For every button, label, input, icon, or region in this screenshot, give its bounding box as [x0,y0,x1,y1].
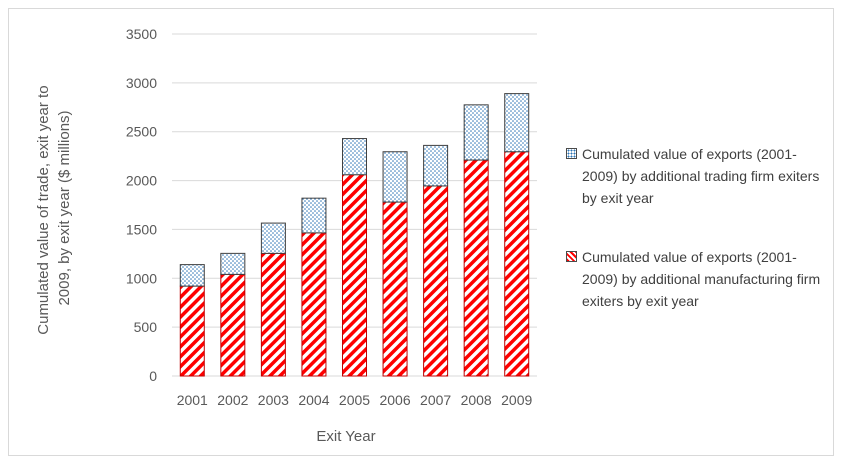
y-tick-label: 2000 [126,173,157,189]
bar-segment-manufacturing [179,285,205,377]
x-tick-label: 2001 [177,392,208,408]
bar-segment-trading [260,222,286,254]
x-axis-label: Exit Year [316,428,375,445]
bar-segment-trading [179,264,205,287]
bar-segment-trading [463,104,489,161]
bar-segment-manufacturing [463,159,489,377]
bar-segment-manufacturing [382,201,408,377]
x-tick-label: 2009 [501,392,532,408]
legend-label-trading: Cumulated value of exports (2001-2009) b… [582,146,820,206]
y-tick-label: 0 [149,368,157,384]
y-axis-label-line-2: 2009, by exit year ($ millions) [56,110,73,305]
bar-segment-trading [382,151,408,203]
bar-segment-manufacturing [342,174,367,377]
bar-segment-trading [220,252,246,275]
y-tick-label: 500 [134,319,158,335]
y-tick-label: 2500 [126,124,157,140]
x-tick-label: 2004 [298,392,329,408]
x-tick-label: 2007 [420,392,451,408]
legend-swatch-trading [566,148,577,159]
bar-segment-manufacturing [423,185,449,377]
x-tick-label: 2002 [217,392,248,408]
legend-item-trading: Cumulated value of exports (2001-2009) b… [566,143,828,209]
bar-segment-manufacturing [504,151,530,377]
bar-segment-manufacturing [301,232,327,377]
bar-segment-manufacturing [220,273,246,377]
y-tick-label: 3000 [126,75,157,91]
y-tick-label: 3500 [126,26,157,42]
bar-segment-manufacturing [260,252,286,377]
y-axis-ticks: 0 500 1000 1500 2000 2500 3000 3500 [126,26,157,384]
y-axis-label: Cumulated value of trade, exit year to 2… [35,81,73,334]
x-tick-label: 2008 [461,392,492,408]
y-tick-label: 1500 [126,221,157,237]
legend-item-manufacturing: Cumulated value of exports (2001-2009) b… [566,246,828,312]
bar-segment-trading [504,93,530,153]
x-tick-label: 2003 [258,392,289,408]
x-tick-label: 2005 [339,392,370,408]
bar-segment-trading [423,144,449,187]
bars [179,93,530,377]
x-axis-ticks: 2001 2002 2003 2004 2005 2006 2007 2008 2009 [177,392,533,408]
bar-segment-trading [342,138,367,176]
legend-label-manufacturing: Cumulated value of exports (2001-2009) b… [582,249,821,309]
bar-segment-trading [301,197,327,234]
x-tick-label: 2006 [379,392,410,408]
y-tick-label: 1000 [126,270,157,286]
y-axis-label-line-1: Cumulated value of trade, exit year to [35,85,52,334]
legend-swatch-manufacturing [566,251,577,262]
